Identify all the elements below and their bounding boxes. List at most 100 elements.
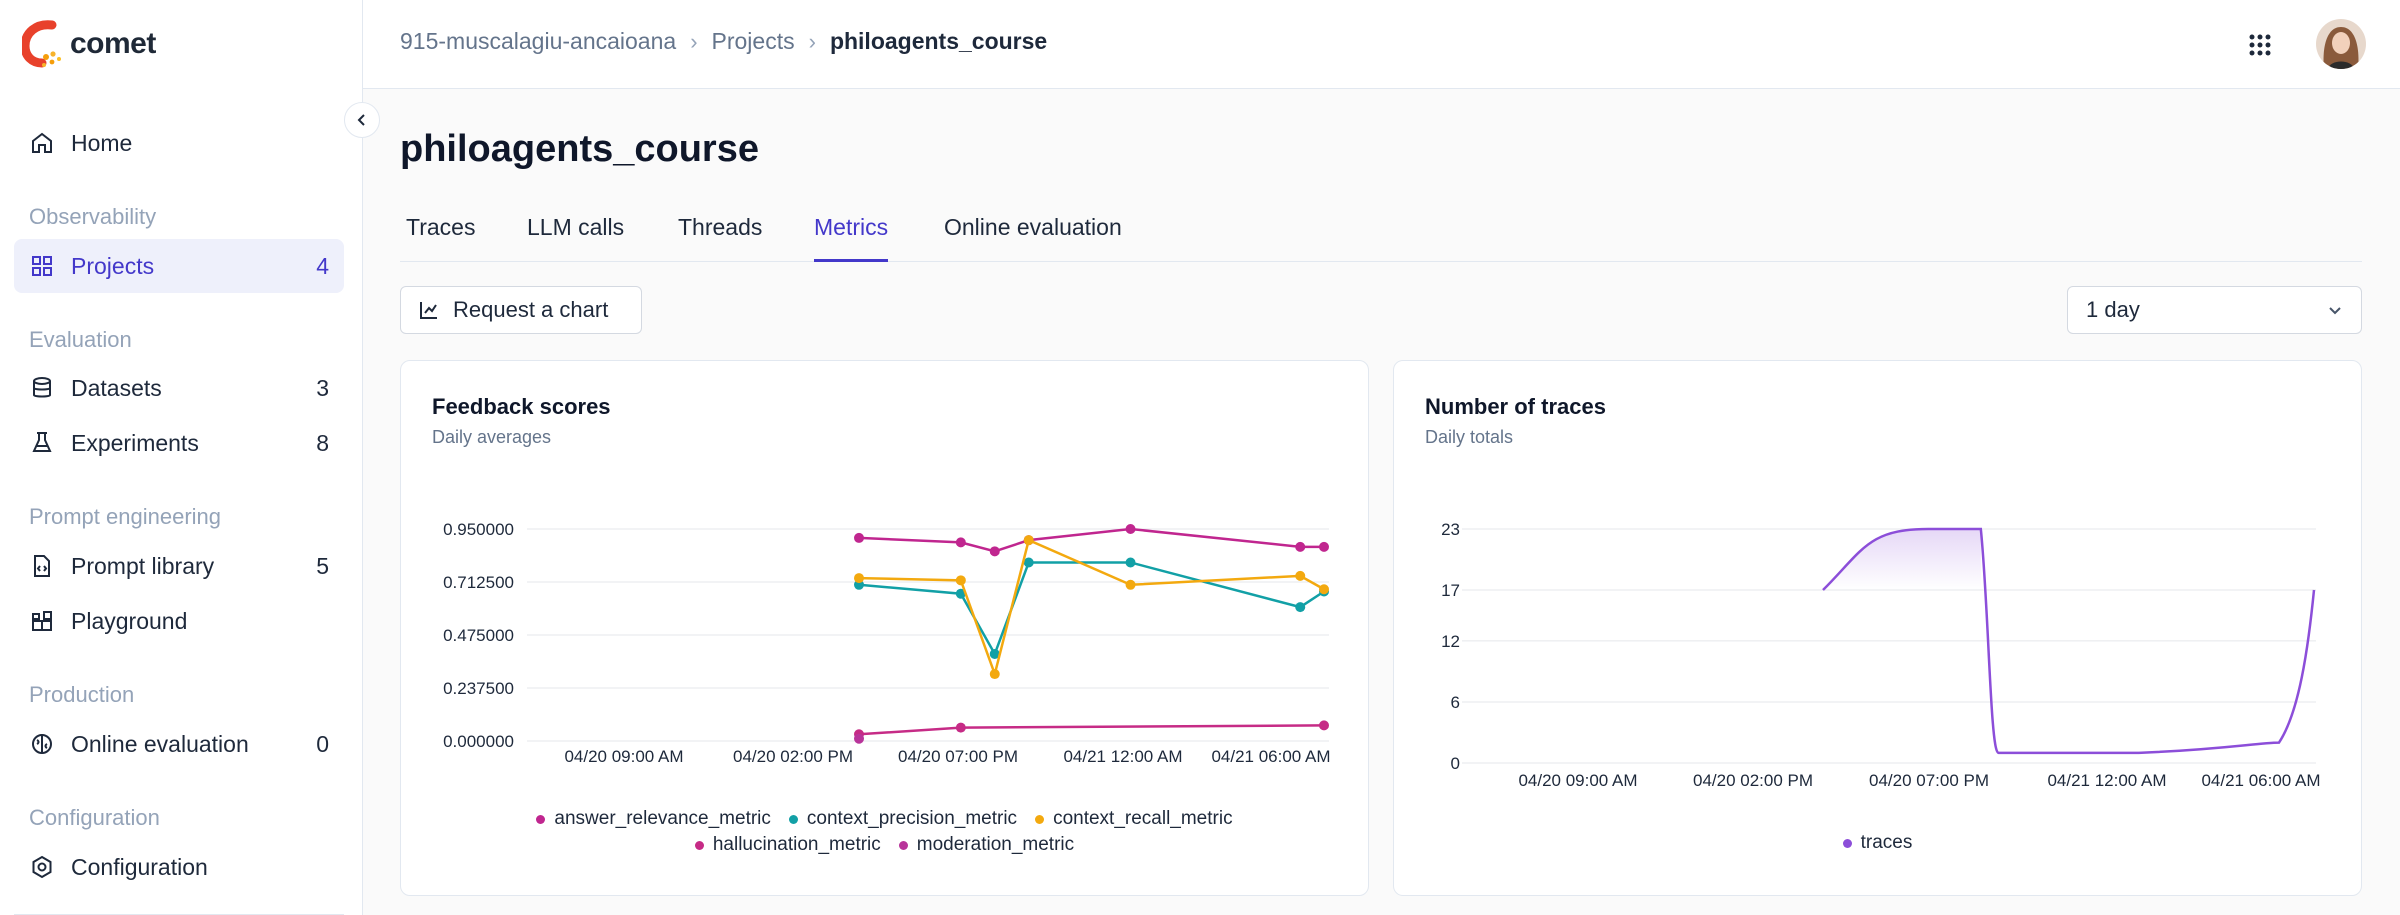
data-point-context-recall-metric	[955, 575, 966, 586]
collapse-sidebar-button[interactable]	[344, 102, 380, 138]
legend-item: context_recall_metric	[1035, 808, 1233, 830]
data-point-moderation-metric	[854, 733, 864, 744]
legend-item: context_precision_metric	[788, 808, 1018, 830]
file-code-icon	[29, 553, 55, 579]
number-of-traces-chart: 0 6 12 17 23 04/20 09:00 AM 04/20 02:00 PM 04/2…	[1441, 520, 2320, 790]
legend-dot-icon	[536, 814, 546, 824]
sidebar-item-label: Playground	[71, 607, 188, 634]
data-point-context-precision-metric	[989, 648, 1000, 659]
tab-online-evaluation[interactable]: Online evaluation	[944, 214, 1122, 240]
sidebar-item-online-evaluation[interactable]: Online evaluation 0	[14, 717, 344, 771]
feedback-scores-card: Feedback scores Daily averages 0.000000 0…	[400, 360, 1369, 896]
series-line-answer-relevance-metric	[858, 527, 1324, 553]
data-point-context-precision-metric	[1295, 602, 1306, 613]
apps-grid-icon[interactable]	[2246, 31, 2274, 59]
chevron-right-icon: ›	[808, 28, 816, 54]
chart-title: Number of traces	[1425, 394, 1606, 419]
section-evaluation: Evaluation	[29, 327, 132, 352]
y-tick-label: 0.000000	[443, 732, 514, 751]
comet-logo[interactable]: comet	[22, 18, 156, 70]
avatar[interactable]	[2316, 19, 2366, 69]
data-point-context-precision-metric	[1125, 557, 1136, 568]
data-point-answer-relevance-metric	[1125, 524, 1136, 534]
data-point-hallucination-metric	[1319, 720, 1329, 731]
sidebar-item-label: Projects	[71, 252, 155, 279]
data-point-answer-relevance-metric	[854, 532, 864, 543]
logo-text: comet	[70, 27, 156, 60]
y-tick-label: 12	[1441, 632, 1460, 651]
feedback-scores-chart: 0.000000 0.237500 0.475000 0.712500 0.950000…	[443, 520, 1330, 766]
legend-item: hallucination_metric	[694, 834, 881, 856]
tab-threads[interactable]: Threads	[678, 214, 763, 240]
x-tick-label: 04/21 12:00 AM	[2047, 771, 2166, 790]
x-tick-label: 04/21 06:00 AM	[1211, 747, 1330, 766]
chart-legend: answer_relevance_metric context_precision…	[401, 808, 1368, 860]
sidebar-item-label: Experiments	[71, 429, 199, 456]
y-tick-label: 0	[1451, 754, 1460, 773]
grid-icon	[29, 253, 55, 279]
legend-label: context_precision_metric	[806, 808, 1018, 829]
sidebar-item-label: Prompt library	[71, 552, 215, 579]
legend-dot-icon	[1035, 814, 1045, 824]
gear-icon	[29, 854, 55, 880]
time-range-select[interactable]: 1 day	[2067, 286, 2362, 334]
y-tick-label: 0.950000	[443, 520, 514, 539]
x-tick-label: 04/20 02:00 PM	[733, 747, 853, 766]
blocks-icon	[29, 608, 55, 634]
tab-llm-calls[interactable]: LLM calls	[527, 214, 625, 240]
chevron-left-icon	[357, 114, 365, 126]
sidebar: comet Home Observability Projects 4 Eval…	[0, 0, 363, 915]
sidebar-item-count: 0	[316, 730, 329, 757]
sidebar-item-playground[interactable]: Playground	[14, 594, 344, 648]
series-line-context-precision-metric	[858, 561, 1325, 657]
data-point-context-recall-metric	[1023, 535, 1034, 546]
x-tick-label: 04/20 07:00 PM	[898, 747, 1018, 766]
home-icon	[29, 130, 55, 156]
y-tick-label: 0.237500	[443, 679, 514, 698]
data-point-context-precision-metric	[955, 588, 966, 599]
brain-icon	[29, 731, 55, 757]
legend-dot-icon	[1842, 838, 1852, 848]
chart-title: Feedback scores	[432, 394, 611, 419]
chart-subtitle: Daily totals	[1425, 427, 1514, 447]
y-tick-label: 0.475000	[443, 626, 514, 645]
data-point-hallucination-metric	[955, 722, 966, 733]
chart-line-icon	[420, 302, 437, 319]
data-point-answer-relevance-metric	[1319, 541, 1329, 552]
x-tick-label: 04/20 09:00 AM	[564, 747, 683, 766]
data-point-context-precision-metric	[1023, 557, 1034, 568]
breadcrumb-workspace[interactable]: 915-muscalagiu-ancaioana	[400, 28, 677, 54]
sidebar-item-home[interactable]: Home	[14, 116, 344, 170]
sidebar-item-prompt-library[interactable]: Prompt library 5	[14, 539, 344, 593]
comet-logo-icon	[22, 20, 61, 68]
legend-label: moderation_metric	[916, 834, 1075, 855]
sidebar-item-datasets[interactable]: Datasets 3	[14, 361, 344, 415]
tab-metrics[interactable]: Metrics	[814, 214, 889, 262]
tab-traces[interactable]: Traces	[406, 214, 476, 240]
legend-item: moderation_metric	[898, 834, 1075, 856]
chart-subtitle: Daily averages	[432, 427, 552, 447]
sidebar-item-configuration[interactable]: Configuration	[14, 840, 344, 894]
data-point-answer-relevance-metric	[989, 546, 1000, 557]
chevron-down-icon	[2329, 307, 2341, 315]
sidebar-item-experiments[interactable]: Experiments 8	[14, 416, 344, 470]
number-of-traces-card: Number of traces Daily totals 0 6 12 17 23 04…	[1393, 360, 2362, 896]
breadcrumb-current: philoagents_course	[829, 28, 1048, 54]
legend-dot-icon	[898, 840, 908, 850]
request-chart-button[interactable]: Request a chart	[400, 286, 642, 334]
data-point-context-recall-metric	[1125, 579, 1136, 590]
breadcrumb-projects[interactable]: Projects	[711, 28, 795, 54]
legend-dot-icon	[788, 814, 798, 824]
y-tick-label: 0.712500	[443, 573, 514, 592]
sidebar-item-label: Home	[71, 129, 133, 156]
section-prompt-engineering: Prompt engineering	[29, 504, 222, 529]
chevron-right-icon: ›	[690, 28, 698, 54]
y-tick-label: 23	[1441, 520, 1460, 539]
tab-bar: Traces LLM calls Threads Metrics Online …	[400, 210, 2362, 262]
data-point-answer-relevance-metric	[955, 537, 966, 548]
sidebar-item-projects[interactable]: Projects 4	[14, 239, 344, 293]
sidebar-item-count: 5	[316, 552, 329, 579]
series-line-context-recall-metric	[858, 538, 1325, 679]
x-tick-label: 04/20 09:00 AM	[1518, 771, 1637, 790]
page-title: philoagents_course	[400, 128, 759, 170]
